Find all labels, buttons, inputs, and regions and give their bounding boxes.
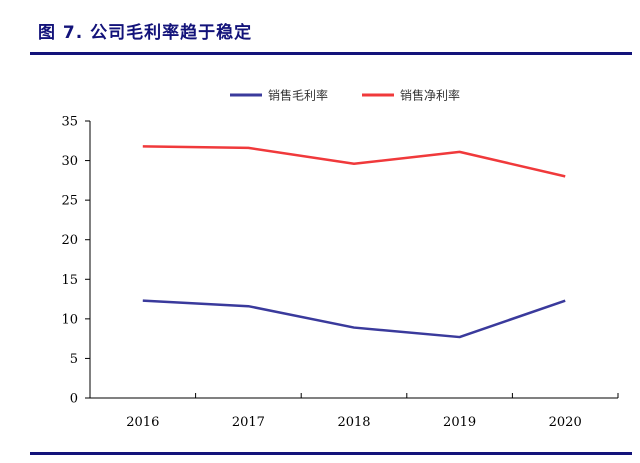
- y-tick-label: 25: [61, 194, 78, 209]
- x-tick-label: 2017: [232, 415, 265, 430]
- legend-label-2: 销售净利率: [400, 88, 460, 103]
- series-group: [142, 145, 566, 339]
- top-rule: [30, 52, 632, 55]
- x-tick-label: 2020: [549, 415, 582, 430]
- x-tick-label: 2018: [337, 415, 370, 430]
- y-tick-label: 5: [70, 352, 78, 367]
- x-tick-label: 2016: [126, 415, 159, 430]
- axes: 0 5 10 15 20 25 30 35 2016 2017 2018 2019 2020: [61, 115, 619, 430]
- y-tick-label: 35: [61, 115, 78, 130]
- legend-label-1: 销售毛利率: [268, 88, 328, 103]
- figure-title: 图 7. 公司毛利率趋于稳定: [38, 23, 253, 43]
- y-tick-label: 15: [61, 273, 78, 288]
- y-tick-label: 30: [61, 154, 78, 169]
- y-tick-label: 20: [61, 233, 78, 248]
- series-line-1: [142, 299, 566, 339]
- legend: 销售毛利率 销售净利率: [230, 88, 460, 103]
- x-tick-label: 2019: [443, 415, 476, 430]
- bottom-rule: [30, 452, 632, 455]
- series-line-2: [142, 145, 566, 178]
- y-tick-label: 10: [61, 312, 78, 327]
- y-tick-label: 0: [70, 392, 78, 407]
